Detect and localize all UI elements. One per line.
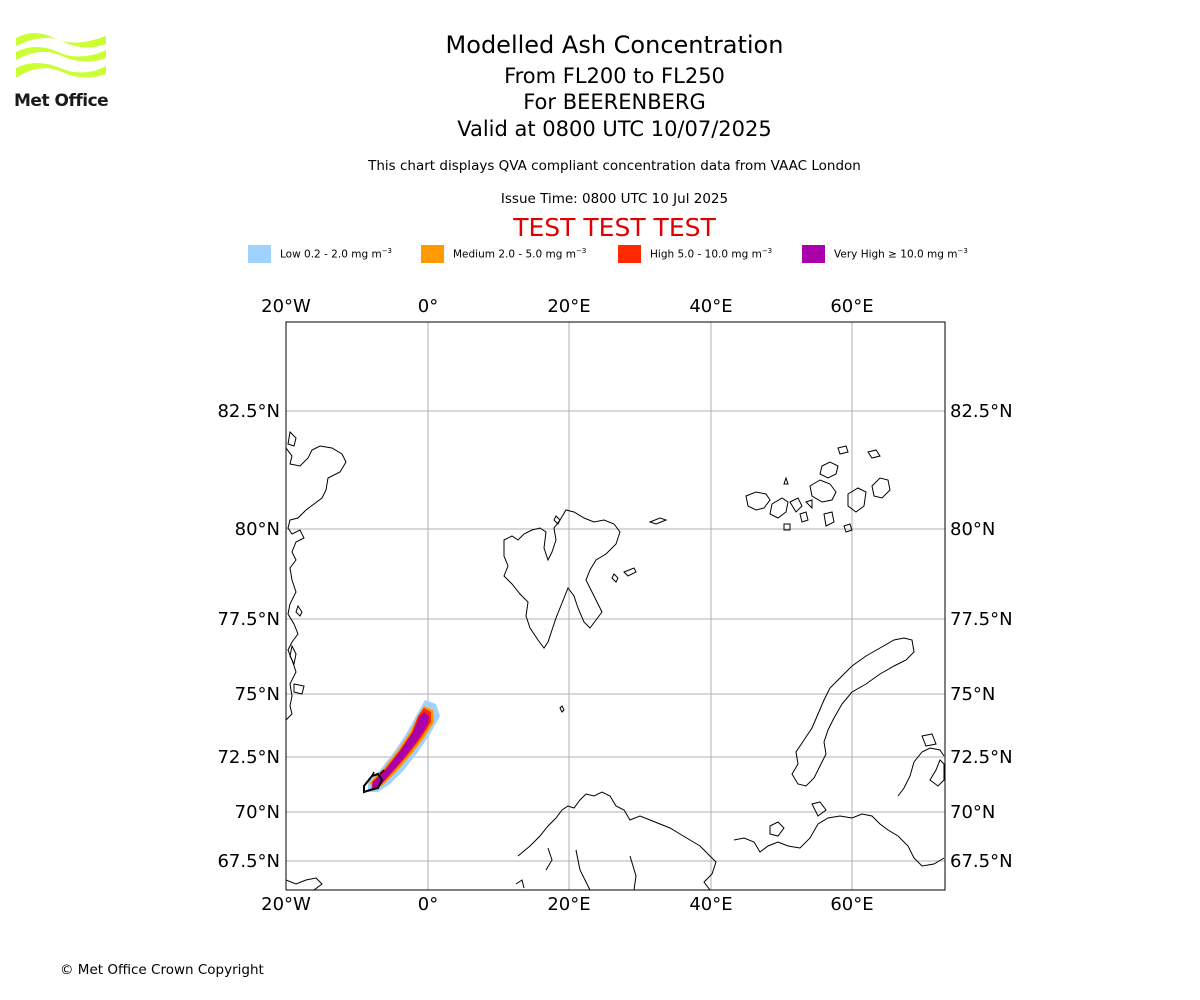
copyright-notice: © Met Office Crown Copyright <box>60 962 264 978</box>
lon-label-top: 20°W <box>261 296 311 317</box>
lat-label-right: 67.5°N <box>950 851 1013 872</box>
legend-label-high: High 5.0 - 10.0 mg m <box>650 248 762 261</box>
met-office-wave-icon <box>16 33 106 78</box>
chart-title: Modelled Ash Concentration <box>445 31 784 59</box>
issue-time: Issue Time: 0800 UTC 10 Jul 2025 <box>500 191 729 207</box>
lon-label-bottom: 0° <box>418 894 438 915</box>
lon-label-top: 40°E <box>689 296 732 317</box>
legend-exponent-medium: −3 <box>575 247 587 256</box>
lat-label-right: 82.5°N <box>950 401 1013 422</box>
test-banner: TEST TEST TEST <box>513 213 716 242</box>
lat-label-right: 80°N <box>950 519 995 540</box>
valid-time: Valid at 0800 UTC 10/07/2025 <box>457 117 772 141</box>
lat-label-left: 75°N <box>235 684 280 705</box>
lat-label-left: 67.5°N <box>217 851 280 872</box>
lat-label-left: 82.5°N <box>217 401 280 422</box>
lat-label-left: 72.5°N <box>217 747 280 768</box>
graticule <box>286 322 945 890</box>
coastline-franz-josef-land <box>745 445 891 533</box>
lat-label-right: 75°N <box>950 684 995 705</box>
lat-label-right: 70°N <box>950 802 995 823</box>
lon-label-top: 60°E <box>830 296 873 317</box>
lon-label-bottom: 40°E <box>689 894 732 915</box>
coastline-greenland <box>286 445 347 721</box>
legend-label-very-high: Very High ≥ 10.0 mg m <box>834 248 958 261</box>
coastline-scandinavia <box>517 791 717 890</box>
legend-swatch-very-high <box>802 245 825 263</box>
legend: Low 0.2 - 2.0 mg m−3 Medium 2.0 - 5.0 mg… <box>0 244 1200 264</box>
volcano-name: For BEERENBERG <box>523 90 706 114</box>
lat-label-left: 77.5°N <box>217 609 280 630</box>
coastlines <box>286 430 945 890</box>
lon-label-bottom: 20°W <box>261 894 311 915</box>
legend-exponent-very-high: −3 <box>957 247 968 256</box>
met-office-logo: Met Office <box>14 30 109 112</box>
lon-labels-top: 20°W 0° 20°E 40°E 60°E <box>261 296 873 317</box>
coastline-svalbard <box>503 509 621 649</box>
logo-text: Met Office <box>14 91 109 111</box>
legend-swatch-high <box>618 245 641 263</box>
lat-label-left: 70°N <box>235 802 280 823</box>
lon-label-bottom: 60°E <box>830 894 873 915</box>
lon-labels-bottom: 20°W 0° 20°E 40°E 60°E <box>261 894 873 915</box>
legend-exponent-low: −3 <box>381 247 393 256</box>
legend-swatch-medium <box>421 245 444 263</box>
legend-item-very-high: Very High ≥ 10.0 mg m−3 <box>802 244 968 264</box>
map-frame <box>285 321 946 891</box>
coastline-novaya-zemlya <box>791 637 915 787</box>
ash-plume <box>363 700 440 794</box>
flight-level-range: From FL200 to FL250 <box>504 64 725 88</box>
lat-labels-left: 82.5°N 80°N 77.5°N 75°N 72.5°N 70°N 67.5… <box>217 401 280 872</box>
legend-swatch-low <box>248 245 271 263</box>
legend-exponent-high: −3 <box>761 247 773 256</box>
ash-zone-very-high <box>372 712 429 790</box>
lat-label-left: 80°N <box>235 519 280 540</box>
legend-label-medium: Medium 2.0 - 5.0 mg m <box>453 248 576 261</box>
legend-label-low: Low 0.2 - 2.0 mg m <box>280 248 382 261</box>
lat-label-right: 72.5°N <box>950 747 1013 768</box>
legend-item-medium: Medium 2.0 - 5.0 mg m−3 <box>421 244 586 264</box>
lat-label-right: 77.5°N <box>950 609 1013 630</box>
lat-labels-right: 82.5°N 80°N 77.5°N 75°N 72.5°N 70°N 67.5… <box>950 401 1013 872</box>
legend-item-high: High 5.0 - 10.0 mg m−3 <box>618 244 772 264</box>
lon-label-top: 20°E <box>547 296 590 317</box>
lon-label-top: 0° <box>418 296 438 317</box>
legend-item-low: Low 0.2 - 2.0 mg m−3 <box>248 244 392 264</box>
compliance-note: This chart displays QVA compliant concen… <box>368 158 861 174</box>
lon-label-bottom: 20°E <box>547 894 590 915</box>
